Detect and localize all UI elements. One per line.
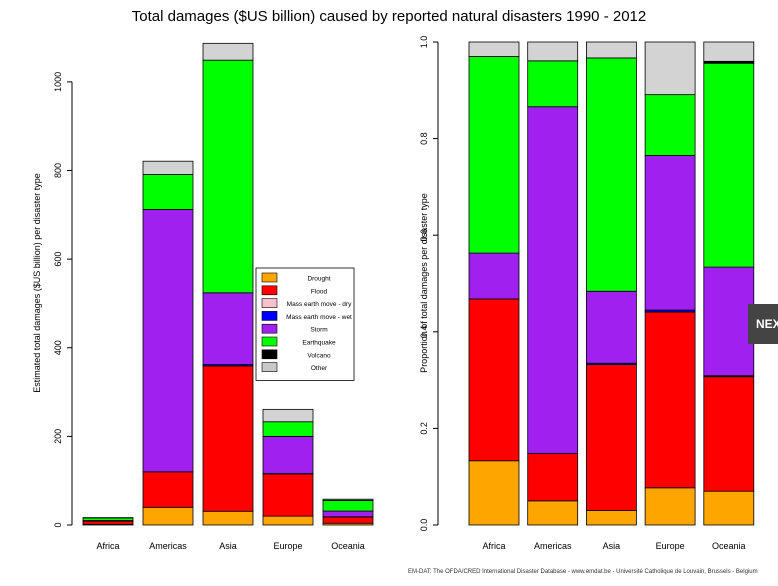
x-tick-label: Africa	[482, 541, 505, 551]
bar-segment-americas-drought	[142, 506, 194, 526]
bar-segment-oceania-flood	[703, 376, 755, 492]
x-tick-label: Asia	[219, 541, 237, 551]
y-tick-label: 0.6	[419, 229, 429, 242]
chart-title: Total damages ($US billion) caused by re…	[131, 8, 647, 25]
bar-segment-europe-flood	[644, 311, 696, 489]
legend-swatch	[261, 349, 278, 360]
legend-swatch	[261, 336, 278, 347]
bar-segment-africa-earthquake	[468, 56, 520, 254]
legend-swatch	[261, 298, 278, 308]
source-caption: EM-DAT: The OFDA/CRED International Disa…	[408, 569, 758, 575]
y-tick-label: 0.0	[419, 519, 429, 532]
x-tick-label: Europe	[273, 541, 302, 551]
next-button[interactable]: NEXT	[748, 304, 778, 344]
legend-label: Volcano	[307, 352, 331, 359]
legend-label: Earthquake	[302, 340, 336, 347]
bar-segment-oceania-earthquake	[703, 62, 755, 268]
bar-segment-africa-other	[468, 41, 520, 57]
legend-label: Mass earth move - dry	[287, 301, 352, 308]
bar-segment-europe-drought	[262, 515, 314, 526]
bar-segment-oceania-flood	[322, 516, 374, 524]
y-axis-label: Estimated total damages ($US billion) pe…	[32, 173, 42, 393]
bar-segment-asia-earthquake	[202, 59, 254, 294]
bar-segment-asia-drought	[586, 510, 637, 526]
bar-segment-asia-storm	[586, 290, 637, 364]
legend-label: Other	[311, 365, 328, 372]
bar-segment-americas-other	[142, 160, 194, 175]
y-tick-label: 0	[53, 522, 63, 527]
bar-segment-asia-other	[202, 42, 254, 61]
bar-segment-asia-flood	[586, 364, 637, 511]
y-tick-label: 200	[53, 429, 63, 444]
y-tick-label: 600	[53, 252, 63, 267]
legend-label: Storm	[310, 327, 327, 334]
bar-segment-europe-storm	[644, 155, 696, 311]
legend-swatch	[261, 311, 278, 321]
bar-segment-americas-earthquake	[527, 60, 579, 108]
legend-swatch	[261, 272, 278, 283]
bar-segment-americas-flood	[142, 471, 194, 508]
bar-segment-oceania-drought	[703, 490, 755, 526]
bar-segment-americas-flood	[527, 453, 579, 502]
y-axis-label: Proportion of total damages per disaster…	[419, 193, 429, 373]
bar-segment-americas-storm	[142, 209, 194, 473]
bar-segment-asia-flood	[202, 365, 254, 512]
bar-segment-europe-other	[644, 41, 696, 96]
bar-segment-oceania-storm	[703, 266, 755, 377]
bar-segment-asia-storm	[202, 292, 254, 365]
bar-segment-asia-other	[586, 41, 637, 59]
bar-segment-oceania-other	[703, 41, 755, 62]
y-tick-label: 800	[53, 163, 63, 178]
x-tick-label: Oceania	[712, 541, 746, 551]
bar-segment-europe-other	[262, 408, 314, 423]
bar-segment-oceania-storm	[322, 510, 374, 518]
x-tick-label: Oceania	[331, 541, 365, 551]
bar-segment-africa-flood	[468, 298, 520, 462]
legend-swatch	[261, 323, 278, 334]
bar-segment-africa-flood	[82, 520, 134, 525]
x-tick-label: Americas	[149, 541, 187, 551]
bar-segment-africa-drought	[468, 460, 520, 526]
legend-label: Drought	[307, 276, 330, 283]
y-tick-label: 1000	[53, 72, 63, 92]
y-tick-label: 0.2	[419, 422, 429, 435]
bar-segment-americas-storm	[527, 106, 579, 454]
bar-segment-asia-drought	[202, 510, 254, 526]
x-tick-label: Africa	[96, 541, 119, 551]
legend-label: Flood	[311, 288, 328, 295]
bar-segment-oceania-other	[322, 498, 374, 501]
y-tick-label: 400	[53, 340, 63, 355]
bar-segment-europe-drought	[644, 487, 696, 526]
y-tick-label: 1.0	[419, 36, 429, 49]
bar-segment-oceania-earthquake	[322, 500, 374, 512]
bar-segment-europe-flood	[262, 473, 314, 517]
bar-segment-asia-earthquake	[586, 57, 637, 292]
x-tick-label: Asia	[603, 541, 621, 551]
y-tick-label: 0.8	[419, 132, 429, 145]
bar-segment-europe-earthquake	[644, 94, 696, 156]
y-tick-label: 0.4	[419, 326, 429, 339]
x-tick-label: Europe	[656, 541, 685, 551]
bar-segment-africa-storm	[468, 252, 520, 300]
legend-label: Mass earth move - wet	[286, 314, 352, 321]
legend-swatch	[261, 362, 278, 372]
legend-swatch	[261, 285, 278, 296]
bar-segment-americas-drought	[527, 500, 579, 526]
bar-segment-europe-storm	[262, 435, 314, 474]
bar-segment-americas-earthquake	[142, 174, 194, 210]
bar-segment-europe-earthquake	[262, 421, 314, 437]
bar-segment-americas-other	[527, 41, 579, 62]
x-tick-label: Americas	[534, 541, 572, 551]
